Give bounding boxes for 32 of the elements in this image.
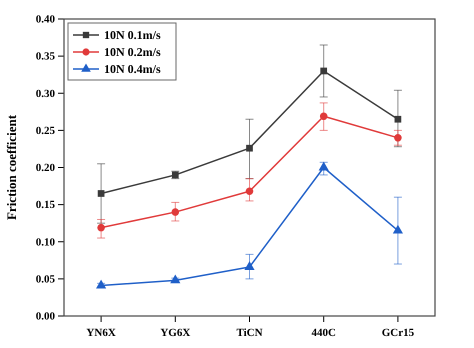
point — [96, 280, 106, 288]
x-tick-label: YN6X — [86, 327, 116, 339]
y-tick-label: 0.05 — [36, 273, 56, 286]
y-tick-label: 0.00 — [36, 310, 56, 323]
x-tick-label: TiCN — [236, 327, 263, 339]
point — [392, 224, 403, 234]
point — [170, 274, 180, 284]
legend-label: 10N 0.1m/s — [104, 28, 161, 42]
point — [246, 187, 254, 196]
y-tick-label: 0.40 — [36, 14, 56, 26]
point — [394, 116, 402, 123]
point — [318, 162, 329, 170]
y-tick-label: 0.20 — [36, 162, 56, 174]
point — [98, 190, 104, 197]
point — [320, 68, 328, 74]
point — [246, 144, 253, 152]
y-axis-title: Friction coefficient — [4, 114, 19, 220]
legend-label: 10N 0.2m/s — [104, 45, 161, 59]
y-tick-label: 0.15 — [36, 199, 56, 212]
y-tick-label: 0.25 — [36, 124, 56, 137]
y-tick-label: 0.35 — [36, 50, 56, 63]
y-tick-label: 0.30 — [36, 88, 56, 100]
point — [394, 134, 402, 142]
legend-label: 10N 0.4m/s — [104, 62, 161, 76]
point — [320, 112, 328, 120]
x-tick-label: YG6X — [160, 327, 190, 339]
point — [244, 261, 255, 270]
x-tick-label: GCr15 — [382, 327, 415, 339]
y-tick-label: 0.10 — [36, 236, 56, 248]
point — [97, 224, 105, 232]
point — [172, 208, 180, 216]
x-tick-label: 440C — [311, 327, 336, 339]
